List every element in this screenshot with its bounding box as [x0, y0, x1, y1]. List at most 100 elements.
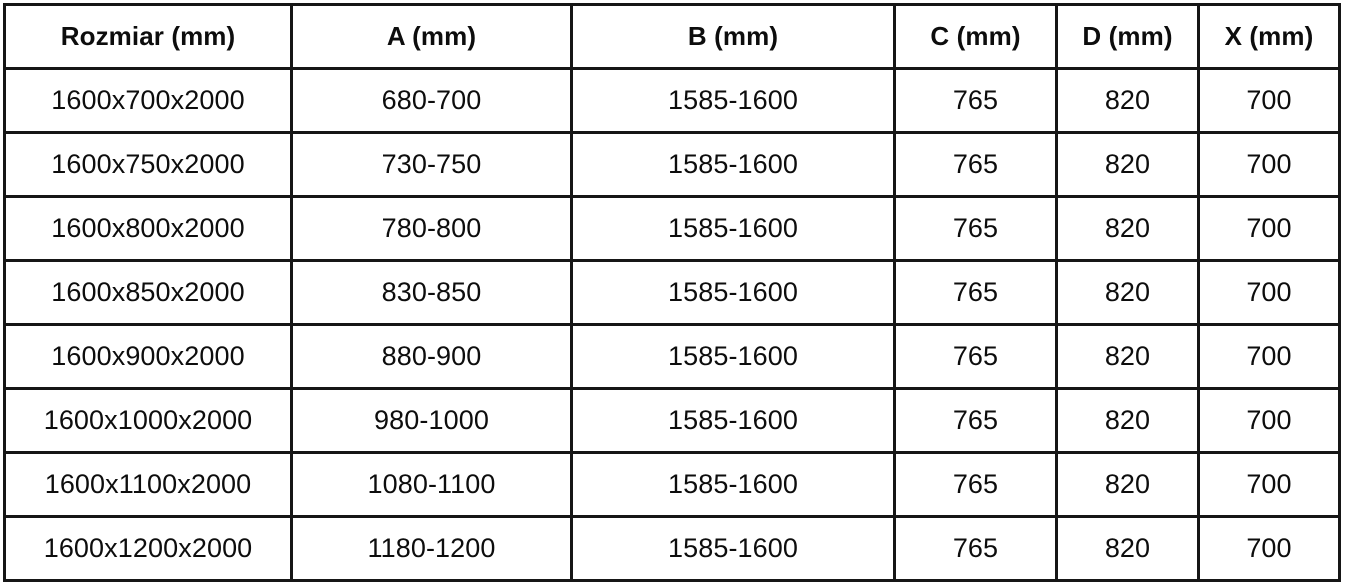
cell-size: 1600x800x2000	[3, 195, 293, 262]
table-header: Rozmiar (mm) A (mm) B (mm) C (mm) D (mm)…	[3, 3, 1341, 70]
cell-c: 765	[893, 195, 1058, 262]
cell-x-value: 700	[1246, 213, 1292, 244]
cell-d: 820	[1055, 515, 1200, 582]
cell-a-value: 980-1000	[374, 405, 489, 436]
cell-a-value: 830-850	[381, 277, 482, 308]
cell-size: 1600x850x2000	[3, 259, 293, 326]
cell-b-value: 1585-1600	[667, 85, 799, 116]
cell-a-value: 1080-1100	[367, 469, 496, 500]
shower-enclosure-dimensions-table: Rozmiar (mm) A (mm) B (mm) C (mm) D (mm)…	[3, 3, 1341, 582]
cell-x-value: 700	[1246, 341, 1292, 372]
cell-b-value: 1585-1600	[667, 213, 799, 244]
cell-size-value: 1600x750x2000	[51, 149, 245, 180]
cell-c-value: 765	[952, 469, 999, 500]
cell-b: 1585-1600	[570, 451, 896, 518]
cell-a: 1080-1100	[290, 451, 573, 518]
cell-c: 765	[893, 387, 1058, 454]
cell-x: 700	[1197, 259, 1341, 326]
column-header-a-label: A (mm)	[386, 20, 477, 51]
table-row: 1600x900x2000 880-900 1585-1600 765 820 …	[3, 323, 1341, 390]
cell-a-value: 1180-1200	[367, 533, 496, 564]
cell-d-value: 820	[1104, 533, 1151, 564]
cell-a-value: 880-900	[381, 341, 482, 372]
cell-a-value: 730-750	[381, 149, 482, 180]
cell-c-value: 765	[952, 149, 999, 180]
table-row: 1600x750x2000 730-750 1585-1600 765 820 …	[3, 131, 1341, 198]
column-header-d-label: D (mm)	[1082, 20, 1173, 51]
cell-c-value: 765	[952, 277, 999, 308]
cell-x-value: 700	[1246, 277, 1292, 308]
cell-x: 700	[1197, 323, 1341, 390]
cell-c-value: 765	[952, 213, 999, 244]
cell-size: 1600x1100x2000	[3, 451, 293, 518]
cell-a: 830-850	[290, 259, 573, 326]
cell-size-value: 1600x800x2000	[51, 213, 245, 244]
column-header-d: D (mm)	[1055, 3, 1200, 70]
cell-a-value: 680-700	[381, 85, 482, 116]
cell-b-value: 1585-1600	[667, 149, 799, 180]
cell-c: 765	[893, 259, 1058, 326]
cell-c: 765	[893, 323, 1058, 390]
cell-size: 1600x750x2000	[3, 131, 293, 198]
cell-b: 1585-1600	[570, 515, 896, 582]
table-row: 1600x1100x2000 1080-1100 1585-1600 765 8…	[3, 451, 1341, 518]
cell-c-value: 765	[952, 405, 999, 436]
table-row: 1600x700x2000 680-700 1585-1600 765 820 …	[3, 67, 1341, 134]
cell-x: 700	[1197, 515, 1341, 582]
cell-x-value: 700	[1246, 85, 1292, 116]
cell-c: 765	[893, 451, 1058, 518]
cell-b: 1585-1600	[570, 259, 896, 326]
cell-a: 880-900	[290, 323, 573, 390]
cell-a-value: 780-800	[381, 213, 482, 244]
cell-size: 1600x900x2000	[3, 323, 293, 390]
column-header-size: Rozmiar (mm)	[3, 3, 293, 70]
column-header-c: C (mm)	[893, 3, 1058, 70]
table-header-row: Rozmiar (mm) A (mm) B (mm) C (mm) D (mm)…	[3, 3, 1341, 70]
cell-d-value: 820	[1104, 277, 1151, 308]
cell-d-value: 820	[1104, 85, 1151, 116]
cell-x-value: 700	[1246, 405, 1292, 436]
cell-x-value: 700	[1246, 149, 1292, 180]
cell-x: 700	[1197, 387, 1341, 454]
cell-b: 1585-1600	[570, 195, 896, 262]
cell-a: 980-1000	[290, 387, 573, 454]
cell-c: 765	[893, 515, 1058, 582]
cell-b-value: 1585-1600	[667, 341, 799, 372]
cell-d: 820	[1055, 195, 1200, 262]
cell-d-value: 820	[1104, 469, 1151, 500]
table-row: 1600x800x2000 780-800 1585-1600 765 820 …	[3, 195, 1341, 262]
cell-c: 765	[893, 131, 1058, 198]
cell-c-value: 765	[952, 85, 999, 116]
column-header-x-label: X (mm)	[1224, 20, 1314, 51]
table-body: 1600x700x2000 680-700 1585-1600 765 820 …	[3, 67, 1341, 582]
cell-size-value: 1600x850x2000	[51, 277, 245, 308]
cell-size-value: 1600x1100x2000	[44, 469, 252, 500]
cell-d-value: 820	[1104, 405, 1151, 436]
table-row: 1600x850x2000 830-850 1585-1600 765 820 …	[3, 259, 1341, 326]
cell-b-value: 1585-1600	[667, 405, 799, 436]
cell-d-value: 820	[1104, 341, 1151, 372]
cell-a: 780-800	[290, 195, 573, 262]
table-row: 1600x1000x2000 980-1000 1585-1600 765 82…	[3, 387, 1341, 454]
cell-size-value: 1600x900x2000	[51, 341, 245, 372]
cell-c: 765	[893, 67, 1058, 134]
column-header-c-label: C (mm)	[930, 20, 1021, 51]
cell-a: 1180-1200	[290, 515, 573, 582]
cell-d: 820	[1055, 259, 1200, 326]
cell-x: 700	[1197, 67, 1341, 134]
cell-x: 700	[1197, 451, 1341, 518]
cell-size: 1600x1000x2000	[3, 387, 293, 454]
cell-x-value: 700	[1246, 469, 1292, 500]
column-header-size-label: Rozmiar (mm)	[60, 20, 236, 51]
cell-d-value: 820	[1104, 149, 1151, 180]
cell-a: 680-700	[290, 67, 573, 134]
column-header-a: A (mm)	[290, 3, 573, 70]
cell-b: 1585-1600	[570, 67, 896, 134]
cell-d: 820	[1055, 323, 1200, 390]
cell-d: 820	[1055, 387, 1200, 454]
cell-d: 820	[1055, 131, 1200, 198]
cell-size: 1600x700x2000	[3, 67, 293, 134]
column-header-x: X (mm)	[1197, 3, 1341, 70]
cell-x: 700	[1197, 195, 1341, 262]
